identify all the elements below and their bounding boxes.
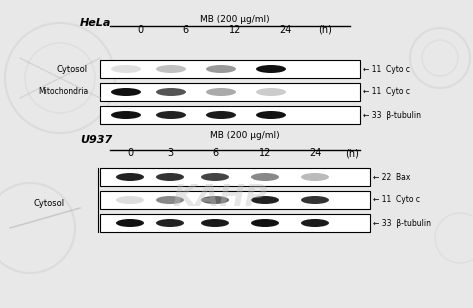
Ellipse shape — [206, 88, 236, 96]
Text: ← 11  Cyto c: ← 11 Cyto c — [373, 196, 420, 205]
Text: (h): (h) — [318, 25, 332, 35]
Text: 24: 24 — [309, 148, 321, 158]
Ellipse shape — [116, 219, 144, 227]
Text: MB (200 μg/ml): MB (200 μg/ml) — [200, 15, 270, 24]
Bar — [100, 106, 360, 124]
Text: U937: U937 — [80, 135, 112, 145]
Text: Cytosol: Cytosol — [57, 64, 88, 74]
Text: Cytosol: Cytosol — [34, 198, 65, 208]
Text: 12: 12 — [229, 25, 241, 35]
Bar — [100, 191, 370, 209]
Bar — [100, 60, 360, 78]
Text: (h): (h) — [345, 148, 359, 158]
Bar — [100, 83, 360, 101]
Text: ← 11  Cyto c: ← 11 Cyto c — [363, 64, 410, 74]
Ellipse shape — [251, 219, 279, 227]
Ellipse shape — [201, 196, 229, 204]
Ellipse shape — [256, 111, 286, 119]
Text: HeLa: HeLa — [80, 18, 111, 28]
Ellipse shape — [111, 88, 141, 96]
Ellipse shape — [256, 88, 286, 96]
Ellipse shape — [251, 173, 279, 181]
Ellipse shape — [156, 196, 184, 204]
Text: 0: 0 — [127, 148, 133, 158]
Ellipse shape — [206, 111, 236, 119]
Ellipse shape — [201, 173, 229, 181]
Text: ← 11  Cyto c: ← 11 Cyto c — [363, 87, 410, 96]
Text: Mitochondria: Mitochondria — [38, 87, 88, 96]
Ellipse shape — [206, 65, 236, 73]
Text: ← 22  Bax: ← 22 Bax — [373, 172, 411, 181]
Text: 12: 12 — [259, 148, 271, 158]
Text: ← 33  β-tubulin: ← 33 β-tubulin — [363, 111, 421, 120]
Ellipse shape — [156, 88, 186, 96]
Text: ← 33  β-tubulin: ← 33 β-tubulin — [373, 218, 431, 228]
Ellipse shape — [251, 196, 279, 204]
Ellipse shape — [116, 173, 144, 181]
Ellipse shape — [116, 196, 144, 204]
Ellipse shape — [156, 111, 186, 119]
Ellipse shape — [156, 219, 184, 227]
Text: MB (200 μg/ml): MB (200 μg/ml) — [210, 131, 280, 140]
Text: KAHP: KAHP — [173, 184, 268, 213]
Ellipse shape — [111, 65, 141, 73]
Bar — [100, 214, 370, 232]
Text: 0: 0 — [137, 25, 143, 35]
Ellipse shape — [111, 111, 141, 119]
Ellipse shape — [156, 65, 186, 73]
Text: 24: 24 — [279, 25, 291, 35]
Text: 3: 3 — [167, 148, 173, 158]
Ellipse shape — [256, 65, 286, 73]
Ellipse shape — [301, 219, 329, 227]
Text: 6: 6 — [182, 25, 188, 35]
Ellipse shape — [156, 173, 184, 181]
Ellipse shape — [301, 196, 329, 204]
Text: 6: 6 — [212, 148, 218, 158]
Ellipse shape — [201, 219, 229, 227]
Bar — [100, 168, 370, 186]
Ellipse shape — [301, 173, 329, 181]
